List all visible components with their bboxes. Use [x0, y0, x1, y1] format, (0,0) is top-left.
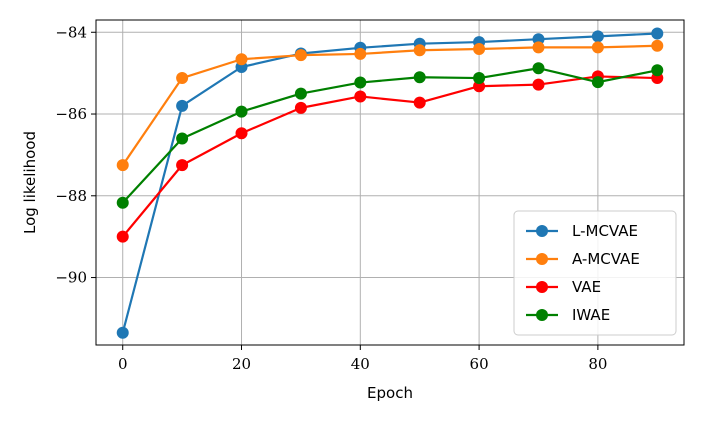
data-point-iwae: [651, 64, 664, 77]
data-point-vae: [176, 159, 189, 172]
data-point-vae: [116, 230, 129, 243]
data-point-vae: [532, 78, 545, 91]
series-iwae: [116, 62, 664, 209]
data-point-vae: [294, 101, 307, 114]
x-axis-label: Epoch: [367, 384, 413, 402]
series-line-vae: [121, 75, 658, 238]
y-axis-label: Log likelihood: [21, 131, 39, 234]
y-tick-label: −86: [55, 105, 87, 123]
x-tick-label: 0: [118, 355, 128, 373]
x-tick-label: 60: [470, 355, 489, 373]
data-point-iwae: [235, 105, 248, 118]
data-point-iwae: [413, 71, 426, 84]
data-point-iwae: [591, 76, 604, 89]
data-point-iwae: [176, 132, 189, 145]
legend: L-MCVAE A-MCVAE VAE IWAE: [513, 210, 677, 336]
legend-marker-l-mcvae: [536, 225, 548, 237]
series-line-iwae: [121, 67, 658, 204]
legend-box: [513, 210, 677, 336]
data-point-a-mcvae: [116, 159, 129, 172]
legend-label-vae: VAE: [572, 278, 601, 296]
series-a-mcvae: [116, 39, 664, 172]
legend-marker-iwae: [536, 309, 548, 321]
data-point-iwae: [116, 196, 129, 209]
data-point-l-mcvae: [116, 326, 129, 339]
data-point-vae: [413, 96, 426, 109]
data-point-l-mcvae: [176, 99, 189, 112]
data-point-l-mcvae: [591, 30, 604, 43]
data-point-iwae: [532, 62, 545, 75]
data-point-a-mcvae: [651, 39, 664, 52]
data-point-a-mcvae: [473, 43, 486, 56]
data-point-vae: [235, 127, 248, 140]
data-point-a-mcvae: [591, 41, 604, 54]
y-tick-label: −90: [55, 269, 87, 287]
data-point-a-mcvae: [235, 53, 248, 66]
data-point-a-mcvae: [354, 47, 367, 60]
y-tick-label: −84: [55, 23, 87, 41]
data-point-iwae: [354, 76, 367, 89]
x-tick-label: 20: [232, 355, 251, 373]
data-point-a-mcvae: [413, 44, 426, 57]
legend-label-a-mcvae: A-MCVAE: [572, 250, 640, 268]
legend-label-iwae: IWAE: [572, 306, 610, 324]
data-point-a-mcvae: [176, 72, 189, 85]
data-point-a-mcvae: [294, 49, 307, 62]
legend-label-l-mcvae: L-MCVAE: [572, 222, 638, 240]
plot-frame: [95, 19, 685, 346]
series-layer: [116, 27, 664, 339]
legend-marker-vae: [536, 281, 548, 293]
data-point-vae: [354, 90, 367, 103]
x-tick-label: 80: [588, 355, 607, 373]
legend-marker-a-mcvae: [536, 253, 548, 265]
x-tick-label: 40: [351, 355, 370, 373]
data-point-iwae: [294, 87, 307, 100]
data-point-l-mcvae: [651, 27, 664, 40]
y-tick-label: −88: [55, 187, 87, 205]
ticks: 0 20 40 60 80 −90 −88 −86 −84: [55, 23, 607, 373]
data-point-a-mcvae: [532, 41, 545, 54]
series-line-l-mcvae: [121, 32, 658, 334]
data-point-iwae: [473, 72, 486, 85]
series-line-a-mcvae: [121, 44, 658, 166]
